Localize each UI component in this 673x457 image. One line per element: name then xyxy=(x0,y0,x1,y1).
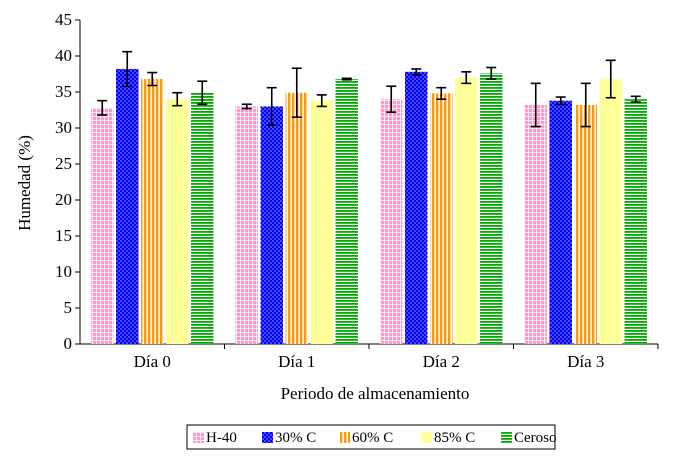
y-tick-label: 45 xyxy=(55,10,72,29)
bar xyxy=(480,73,503,344)
bar xyxy=(116,68,139,345)
bar xyxy=(260,106,283,345)
bar xyxy=(285,92,308,344)
y-tick-label: 25 xyxy=(55,154,72,173)
x-tick-label: Día 2 xyxy=(423,352,460,371)
error-bars xyxy=(97,50,641,128)
bar xyxy=(310,100,333,344)
bar xyxy=(380,99,403,344)
bar xyxy=(191,92,214,344)
y-tick-label: 0 xyxy=(64,334,73,353)
bar xyxy=(91,107,114,344)
x-tick-labels: Día 0 Día 1 Día 2 Día 3 xyxy=(134,352,605,371)
legend-swatch xyxy=(262,432,273,443)
y-tick-label: 10 xyxy=(55,262,72,281)
y-tick-label: 35 xyxy=(55,82,72,101)
legend-label: Ceroso xyxy=(514,430,557,446)
legend-swatch xyxy=(501,432,512,443)
y-tick-labels: 0 5 10 15 20 25 30 35 40 45 xyxy=(55,10,72,353)
bar xyxy=(624,99,647,344)
legend-swatch xyxy=(193,432,204,443)
legend-label: 85% C xyxy=(434,430,475,446)
bar xyxy=(455,77,478,344)
bar xyxy=(430,93,453,344)
x-tick-label: Día 1 xyxy=(278,352,315,371)
bar xyxy=(524,104,547,345)
legend-swatch xyxy=(421,432,432,443)
bar xyxy=(549,100,572,344)
legend-label: 60% C xyxy=(352,430,393,446)
bars xyxy=(91,68,647,345)
bar xyxy=(599,79,622,344)
bar xyxy=(166,99,189,344)
bar xyxy=(235,106,258,345)
y-tick-label: 40 xyxy=(55,46,72,65)
legend-label: 30% C xyxy=(275,430,316,446)
x-tick-label: Día 3 xyxy=(567,352,604,371)
legend-swatch xyxy=(339,432,350,443)
bar xyxy=(574,104,597,345)
y-tick-label: 20 xyxy=(55,190,72,209)
y-tick-label: 30 xyxy=(55,118,72,137)
y-tick-label: 15 xyxy=(55,226,72,245)
legend-label: H-40 xyxy=(206,430,237,446)
y-axis-label: Humedad (%) xyxy=(15,135,34,231)
bar xyxy=(405,71,428,344)
y-tick-label: 5 xyxy=(64,298,73,317)
legend: H-40 30% C 60% C 85% C Ceroso xyxy=(186,424,557,450)
bar xyxy=(335,79,358,344)
bar xyxy=(141,79,164,344)
x-tick-label: Día 0 xyxy=(134,352,171,371)
legend-box xyxy=(186,424,556,450)
x-axis-label: Periodo de almacenamiento xyxy=(281,384,470,403)
